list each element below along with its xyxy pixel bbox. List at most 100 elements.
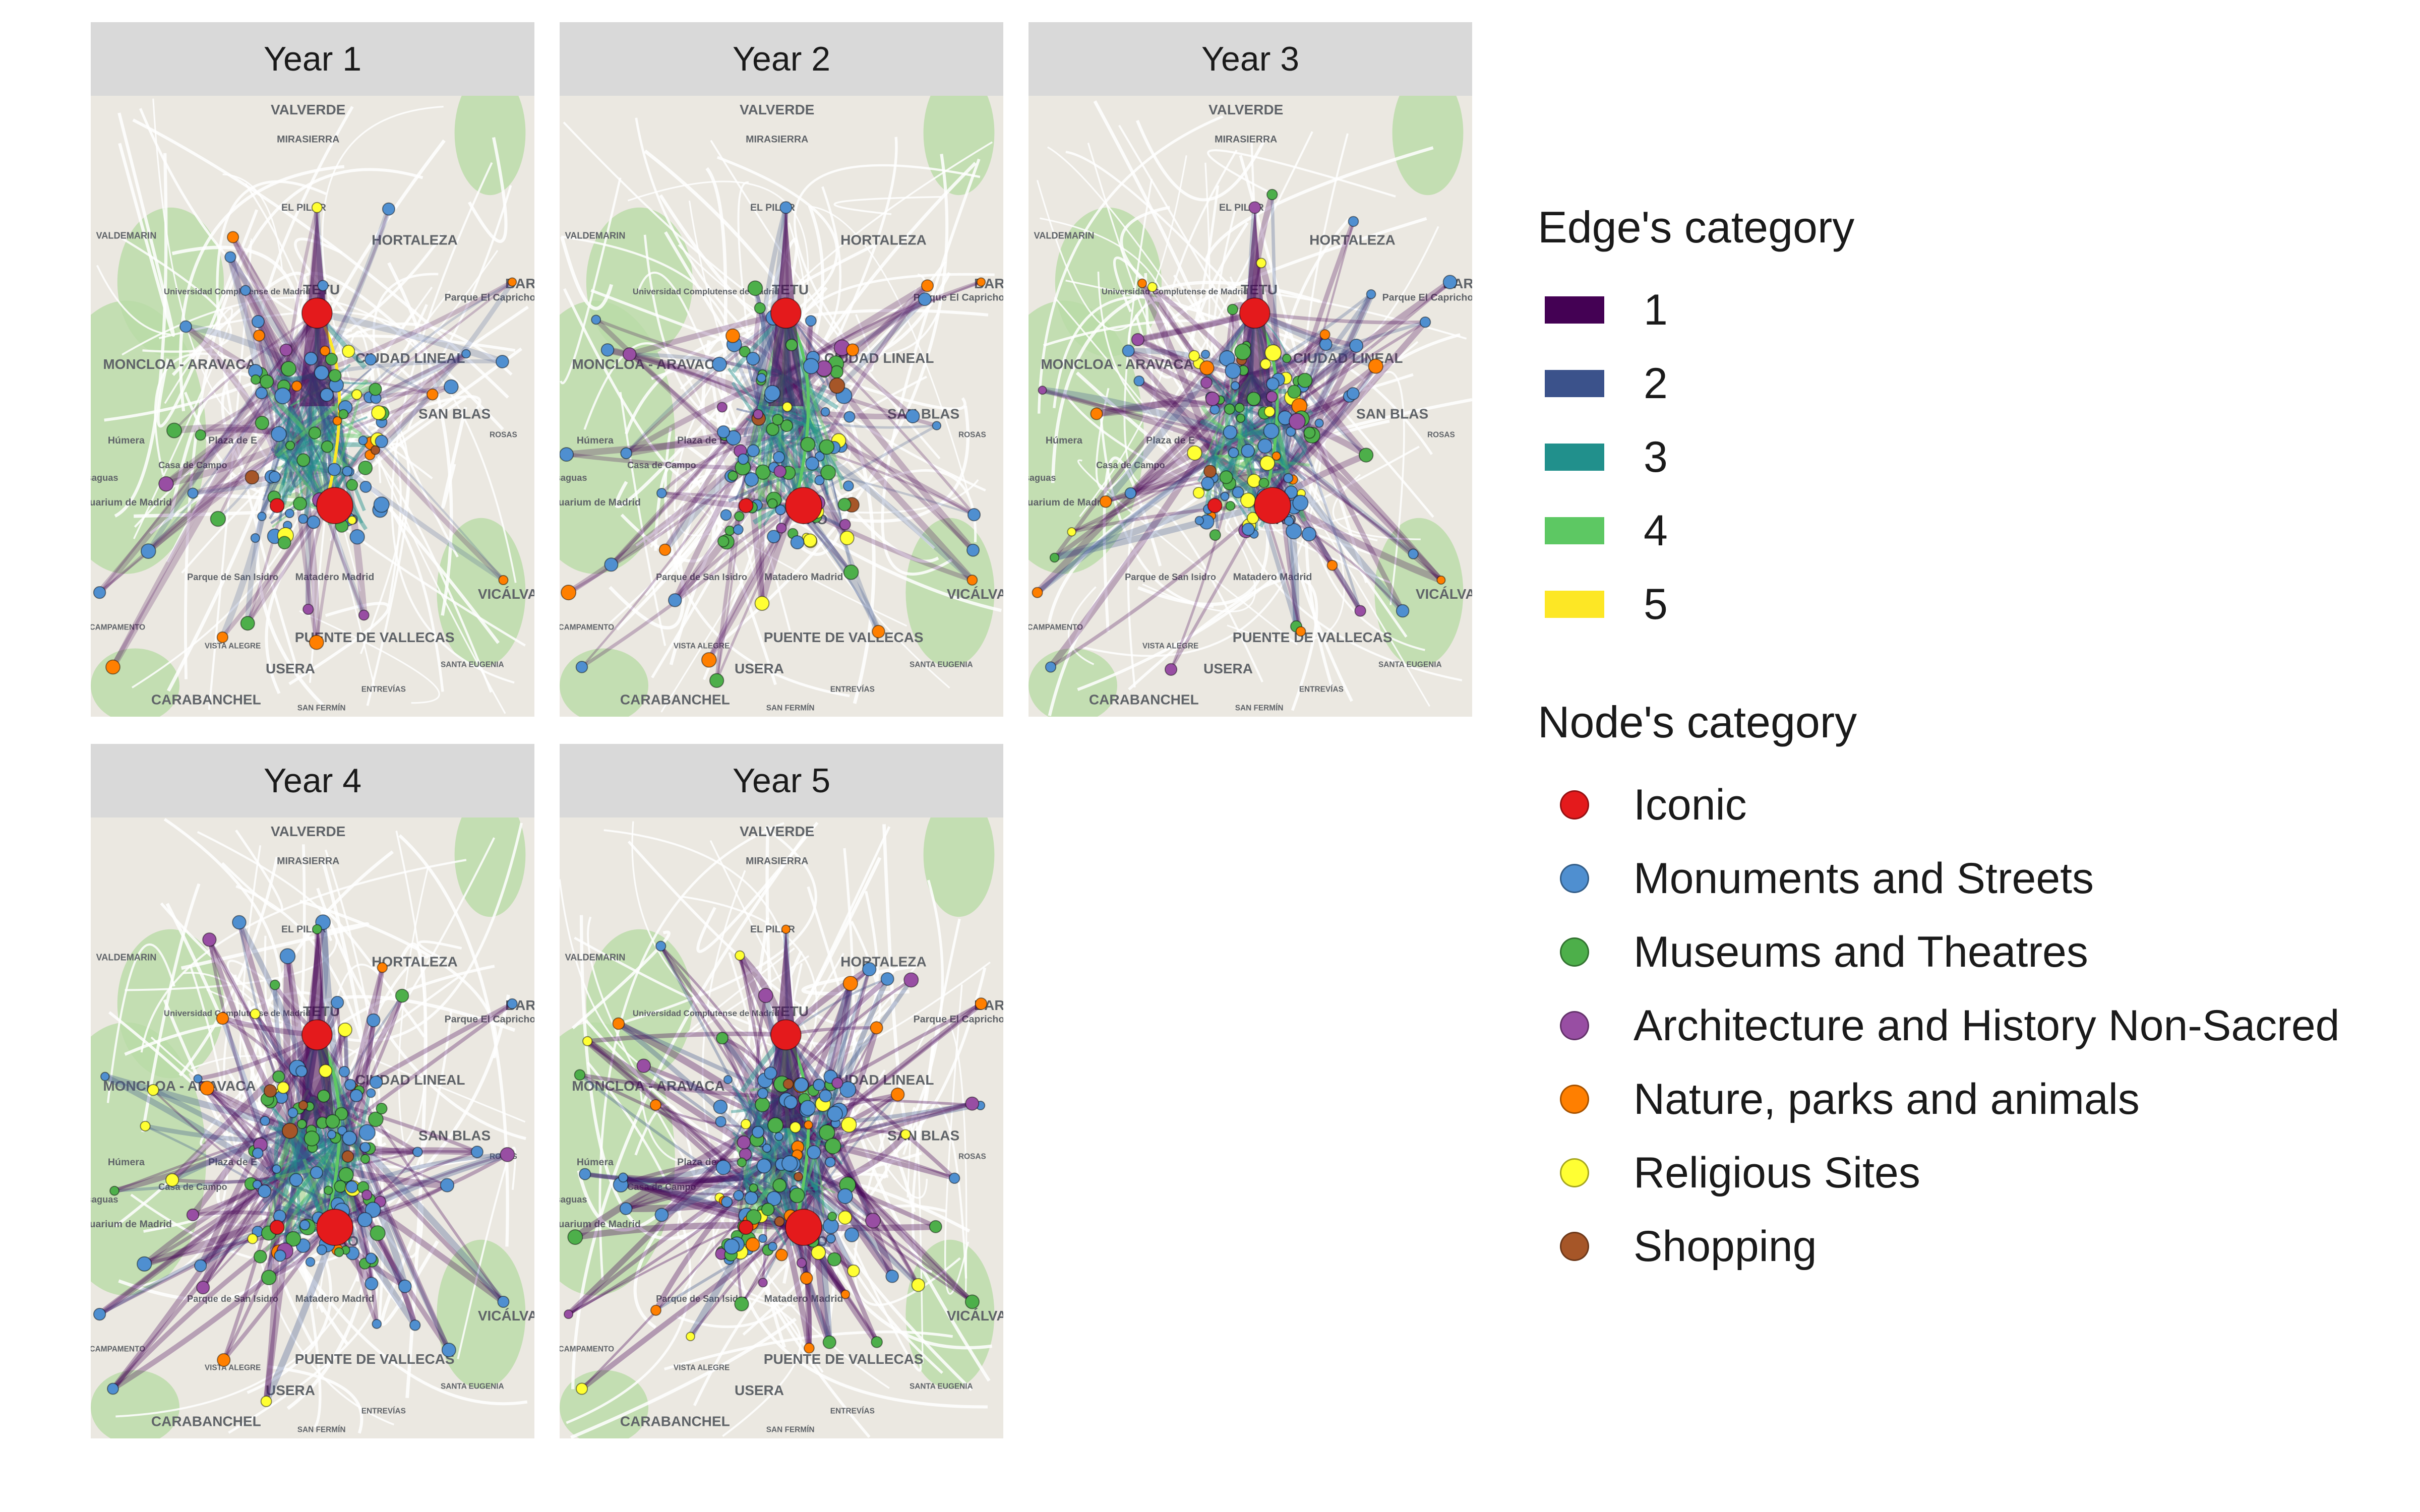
map-place-label: Parque El Capricho — [1382, 292, 1472, 303]
edge — [236, 921, 329, 1228]
node — [1234, 343, 1251, 360]
node — [618, 1172, 629, 1183]
node — [725, 430, 742, 446]
edge — [781, 1095, 981, 1107]
map-place-label: Universidad Complutense de Madrid — [633, 287, 779, 296]
edge — [792, 321, 814, 506]
node — [1326, 559, 1338, 571]
map-place-label: CAMPAMENTO — [560, 1345, 614, 1354]
map-road — [106, 943, 175, 1103]
node — [360, 1154, 371, 1164]
map-road — [1135, 185, 1220, 379]
edge — [315, 1034, 451, 1351]
map-road — [635, 117, 986, 492]
edge — [276, 1176, 359, 1222]
edge — [1137, 379, 1266, 508]
node — [1099, 495, 1112, 508]
edge — [1205, 418, 1287, 469]
map-place-label: Plaza de E — [677, 435, 726, 446]
node — [905, 409, 920, 424]
map-place-label: Plaza de E — [208, 435, 257, 446]
map-road — [808, 205, 970, 496]
node — [271, 426, 287, 443]
node — [158, 476, 174, 492]
edge — [246, 467, 350, 624]
node — [232, 915, 247, 930]
node — [803, 358, 819, 374]
edge — [291, 1140, 342, 1215]
node — [317, 280, 329, 291]
node — [807, 1145, 821, 1160]
node — [843, 564, 859, 580]
map-place-label: CAMPAMENTO — [91, 623, 145, 632]
map-road — [563, 288, 722, 484]
node-legend-item: Architecture and History Non-Sacred — [1538, 989, 2415, 1062]
map-place-label: PUENTE DE VALLECAS — [1233, 629, 1393, 645]
node — [323, 1185, 333, 1195]
node-legend-key — [1560, 1085, 1589, 1114]
map-road — [637, 271, 792, 632]
node — [1219, 470, 1233, 484]
map-place-label: Húmera — [108, 435, 145, 446]
node — [819, 1089, 832, 1103]
edge — [1220, 396, 1278, 420]
node — [582, 1036, 593, 1047]
node — [747, 444, 760, 458]
node — [715, 1116, 727, 1127]
facet-panels: Year 1 VALVERDE MIRASIERRA EL PILAR HORTALE… — [91, 22, 1472, 1438]
edge — [732, 1088, 760, 1128]
edge — [202, 1140, 340, 1289]
edge — [1203, 418, 1242, 438]
edge — [1240, 321, 1426, 439]
edge — [793, 321, 813, 506]
edge-legend-label: 3 — [1644, 432, 1668, 481]
map-road — [1127, 502, 1263, 688]
node — [345, 1180, 358, 1193]
edge — [1151, 285, 1252, 377]
map-road — [1135, 119, 1267, 202]
node — [591, 314, 601, 325]
map-place-label: MONCLOA - ARAVACA — [103, 1078, 256, 1094]
node — [560, 584, 577, 601]
node — [1188, 350, 1200, 362]
edge — [816, 1189, 973, 1303]
edge-legend-key — [1545, 296, 1604, 324]
map-road — [417, 940, 462, 966]
node — [826, 1233, 836, 1244]
edge — [1254, 311, 1426, 325]
node — [800, 1100, 816, 1116]
node — [800, 436, 816, 452]
edge — [338, 995, 404, 1142]
node — [761, 1203, 775, 1216]
edge — [771, 435, 790, 464]
edge — [757, 1116, 809, 1142]
map-place-label: VALVERDE — [271, 102, 345, 117]
node — [1272, 451, 1281, 461]
edge — [779, 374, 881, 633]
node — [725, 328, 740, 343]
edge — [288, 418, 341, 493]
node — [1200, 476, 1215, 490]
node — [842, 480, 854, 492]
node — [1038, 386, 1047, 395]
node — [773, 465, 787, 478]
node — [274, 1249, 286, 1262]
node — [342, 1130, 357, 1146]
node — [358, 460, 373, 475]
edge — [143, 1186, 350, 1268]
edge — [762, 436, 775, 486]
map-place-label: Casa de Campo — [158, 460, 227, 470]
edge — [1103, 311, 1258, 504]
edge — [281, 417, 340, 469]
node — [755, 1097, 770, 1112]
node — [715, 1032, 729, 1045]
node — [783, 1095, 798, 1110]
edge — [1213, 453, 1442, 584]
map-road — [206, 989, 526, 1123]
edge — [103, 1074, 279, 1180]
node — [733, 524, 744, 535]
node — [1292, 494, 1309, 511]
node — [147, 1084, 159, 1096]
node — [668, 593, 682, 607]
node — [820, 465, 836, 481]
